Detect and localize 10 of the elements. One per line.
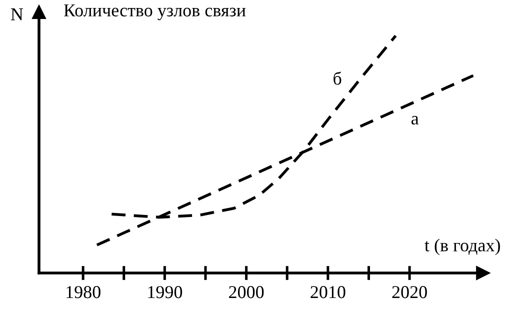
x-tick-label: 2010 <box>310 286 346 298</box>
x-tick-label: 2020 <box>392 286 427 298</box>
series-label: а <box>412 116 419 125</box>
series-label: б <box>334 72 342 85</box>
y-axis-title: N <box>10 8 24 20</box>
x-tick-label: 1990 <box>148 286 182 298</box>
chart-title: Количество узлов связи <box>64 4 246 20</box>
x-axis-title: t (в годах) <box>424 238 500 256</box>
x-tick-label: 1980 <box>66 286 100 298</box>
x-tick-label: 2000 <box>229 286 264 298</box>
